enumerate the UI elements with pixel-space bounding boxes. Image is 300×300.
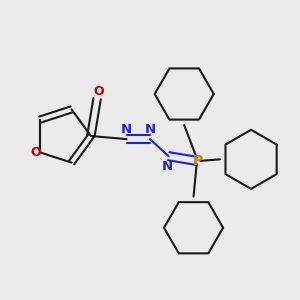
Text: N: N (144, 123, 156, 136)
Text: N: N (161, 160, 173, 173)
Text: P: P (193, 154, 203, 168)
Text: O: O (30, 146, 41, 159)
Text: N: N (121, 123, 132, 136)
Text: O: O (93, 85, 104, 98)
